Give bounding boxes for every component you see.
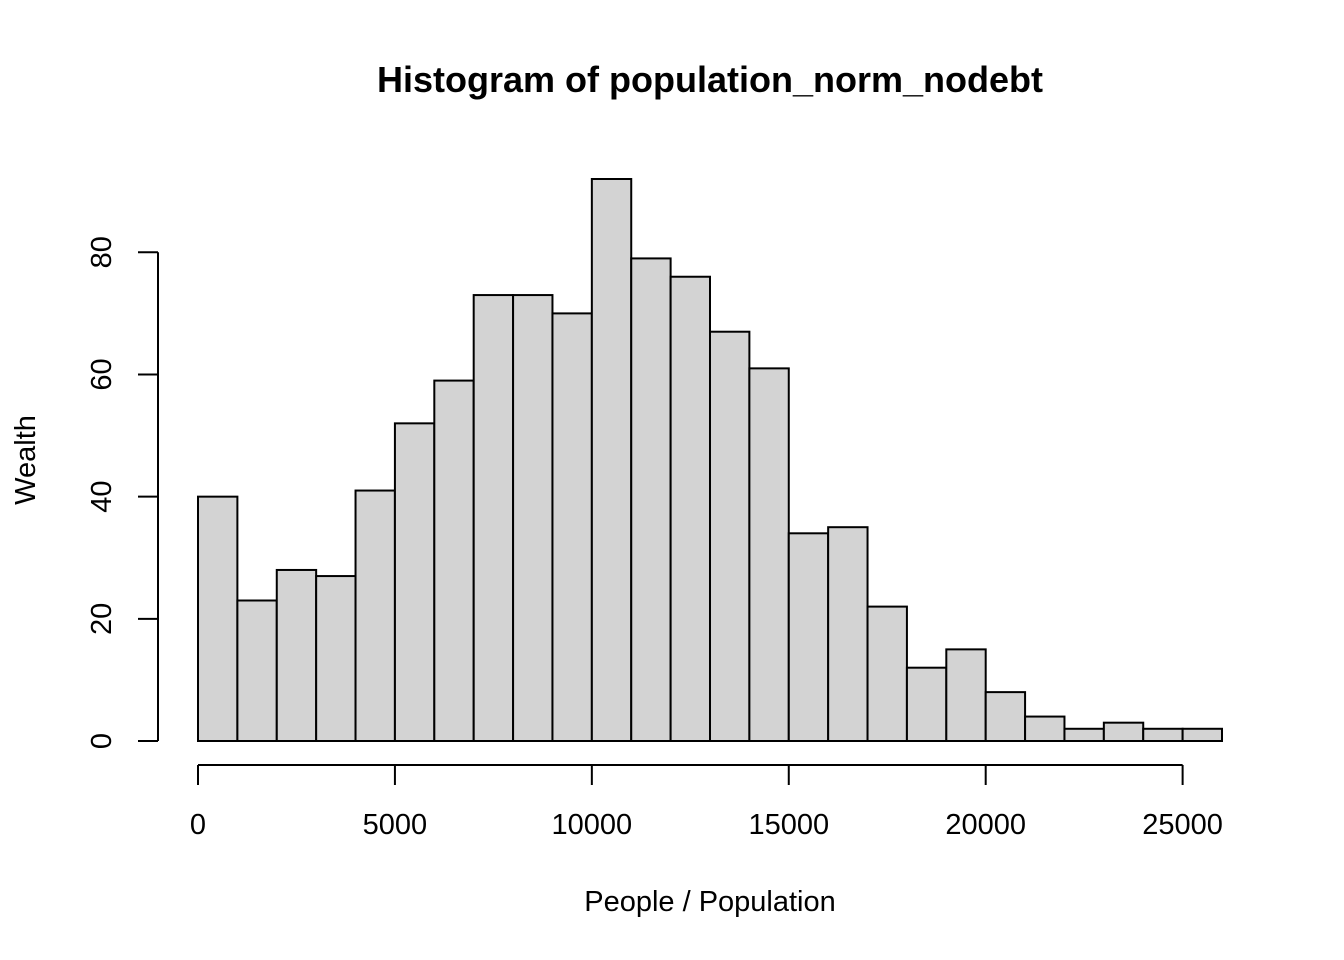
x-tick-label: 10000 bbox=[552, 809, 633, 841]
histogram-bar bbox=[787, 532, 830, 742]
histogram-bar bbox=[236, 599, 278, 742]
histogram-bar bbox=[1142, 727, 1184, 742]
histogram-bar bbox=[1024, 715, 1066, 743]
histogram-bar bbox=[1181, 727, 1223, 742]
histogram-bar bbox=[590, 178, 633, 742]
histogram-bar bbox=[905, 666, 948, 743]
x-tick-label: 5000 bbox=[363, 809, 428, 841]
x-axis-label: People / Population bbox=[584, 886, 836, 918]
histogram-bar bbox=[984, 691, 1027, 742]
histogram-bar bbox=[748, 367, 790, 742]
y-tick-label: 80 bbox=[86, 236, 118, 268]
histogram-bar bbox=[354, 489, 396, 743]
y-axis: 0 20 40 60 80 bbox=[86, 236, 159, 749]
histogram-bar bbox=[512, 294, 554, 742]
histogram-bar bbox=[472, 294, 515, 742]
x-tick-label: 20000 bbox=[945, 809, 1026, 841]
y-axis-label: Wealth bbox=[10, 415, 42, 505]
x-tick-label: 15000 bbox=[748, 809, 829, 841]
x-tick-label: 0 bbox=[190, 809, 206, 841]
histogram-bar bbox=[1063, 727, 1105, 742]
histogram-bar bbox=[433, 379, 475, 742]
histogram-bar bbox=[1102, 721, 1145, 742]
histogram-bar bbox=[669, 275, 711, 742]
histogram-bar bbox=[945, 648, 987, 742]
histogram-bar bbox=[630, 257, 672, 742]
histogram-bar bbox=[315, 575, 357, 743]
x-tick-label: 25000 bbox=[1142, 809, 1223, 841]
histogram-bar bbox=[551, 312, 593, 742]
histogram-bar bbox=[197, 495, 239, 742]
y-tick-label: 40 bbox=[86, 481, 118, 513]
histogram-bar bbox=[393, 422, 436, 742]
bars-group bbox=[197, 178, 1223, 743]
chart-title: Histogram of population_norm_nodebt bbox=[377, 59, 1043, 100]
x-axis: 0 5000 10000 15000 20000 25000 bbox=[190, 764, 1223, 841]
y-tick-label: 20 bbox=[86, 603, 118, 635]
histogram-bar bbox=[709, 330, 751, 742]
y-tick-label: 60 bbox=[86, 358, 118, 390]
histogram-bar bbox=[866, 605, 908, 743]
y-tick-label: 0 bbox=[86, 733, 118, 749]
histogram-bar bbox=[275, 568, 318, 743]
histogram-bar bbox=[827, 526, 869, 743]
